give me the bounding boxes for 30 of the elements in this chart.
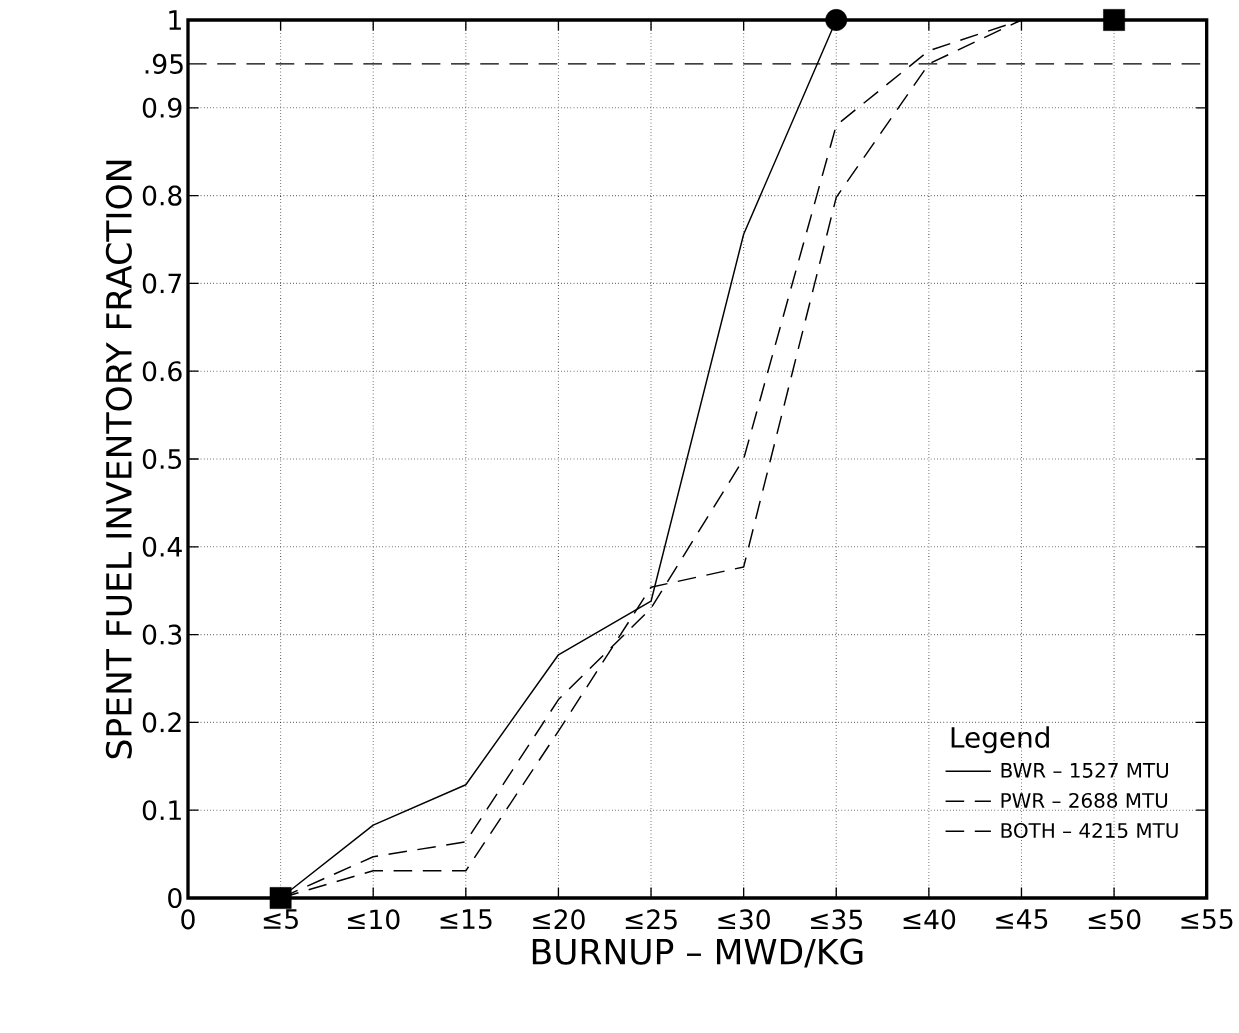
y-tick-label: 1 xyxy=(169,10,181,30)
legend-label: PWR – 2688 MTU xyxy=(1001,792,1168,808)
ref-line-label: .95 xyxy=(145,53,183,74)
x-tick-label: ≤50 xyxy=(1088,909,1141,930)
y-tick-label: 0.4 xyxy=(142,536,182,557)
y-tick-label: 0.7 xyxy=(142,273,182,294)
x-tick-label: ≤35 xyxy=(811,909,862,930)
y-tick-label: 0 xyxy=(168,887,182,909)
legend-label: BWR – 1527 MTU xyxy=(1001,762,1168,778)
x-tick-label: ≤10 xyxy=(348,909,400,930)
x-axis-title: BURNUP – MWD/KG xyxy=(532,938,863,968)
x-tick-label: 0 xyxy=(181,909,195,930)
x-tick-label: ≤40 xyxy=(903,909,956,930)
x-tick-label: ≤55 xyxy=(1181,909,1233,930)
x-tick-label: ≤25 xyxy=(625,909,677,930)
y-tick-label: 0.5 xyxy=(142,448,181,470)
y-tick-label: 0.1 xyxy=(142,800,181,821)
legend-title: Legend xyxy=(951,726,1049,754)
y-tick-label: 0.3 xyxy=(142,624,182,645)
x-tick-label: ≤15 xyxy=(440,909,492,930)
legend-label: BOTH – 4215 MTU xyxy=(1001,822,1178,839)
y-tick-label: 0.2 xyxy=(142,712,181,733)
x-tick-label: ≤20 xyxy=(533,909,585,930)
x-tick-label: ≤30 xyxy=(718,909,770,930)
y-tick-label: 0.9 xyxy=(142,97,182,118)
x-tick-label: ≤45 xyxy=(996,909,1048,930)
x-tick-label: ≤5 xyxy=(263,909,298,930)
y-tick-label: 0.6 xyxy=(142,361,182,382)
y-tick-label: 0.8 xyxy=(142,185,182,206)
y-axis-title: SPENT FUEL INVENTORY FRACTION xyxy=(105,160,132,759)
